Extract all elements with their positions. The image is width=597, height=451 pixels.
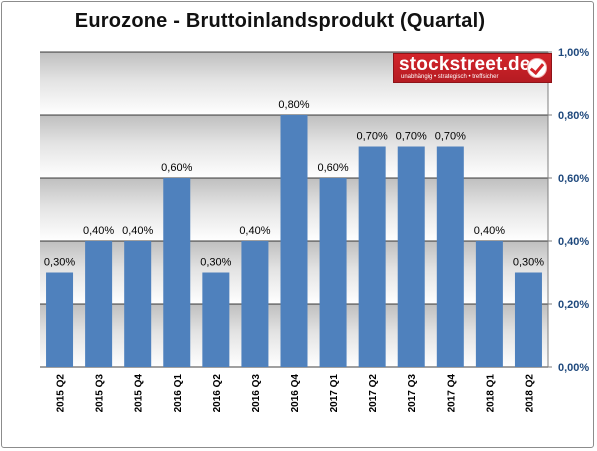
bar (163, 178, 191, 367)
x-tick-label: 2018 Q1 (485, 374, 496, 413)
data-label: 0,60% (161, 162, 192, 174)
chart-title: Eurozone - Bruttoinlandsprodukt (Quartal… (74, 10, 486, 32)
x-tick-label: 2016 Q2 (212, 374, 223, 413)
stockstreet-logo: stockstreet.de unabhängig • strategisch … (393, 53, 552, 83)
y-tick-label: 0,60% (558, 173, 589, 185)
bars (46, 115, 542, 367)
x-tick-label: 2016 Q3 (251, 374, 262, 413)
bar (436, 146, 464, 367)
x-tick-label: 2015 Q4 (134, 374, 145, 413)
bar (202, 272, 230, 367)
x-tick-label: 2016 Q4 (290, 374, 301, 413)
x-tick-label: 2015 Q2 (56, 374, 67, 413)
data-label: 0,70% (435, 131, 466, 143)
data-label: 0,40% (239, 225, 270, 237)
data-label: 0,70% (396, 131, 427, 143)
data-label: 0,70% (357, 131, 388, 143)
data-label: 0,40% (122, 225, 153, 237)
bar (319, 178, 347, 367)
x-tick-label: 2017 Q4 (446, 374, 457, 413)
y-tick-label: 0,80% (558, 110, 589, 122)
bar (280, 115, 308, 367)
y-tick-label: 1,00% (558, 47, 589, 59)
x-tick-label: 2015 Q3 (95, 374, 106, 413)
bar (46, 272, 74, 367)
y-axis-ticks: 0,00% 0,20% 0,40% 0,60% 0,80% 1,00% (558, 47, 589, 374)
data-label: 0,30% (200, 257, 231, 269)
logo-tagline: unabhängig • strategisch • treffsicher (401, 74, 499, 80)
data-label: 0,60% (317, 162, 348, 174)
checkmark-icon (527, 58, 547, 78)
data-label: 0,80% (278, 99, 309, 111)
bar (514, 272, 542, 367)
bar (85, 241, 113, 367)
bar (241, 241, 269, 367)
y-tick-label: 0,20% (558, 299, 589, 311)
y-tick-label: 0,40% (558, 236, 589, 248)
x-axis-ticks: 2015 Q2 2015 Q3 2015 Q4 2016 Q1 2016 Q2 2016 … (56, 374, 536, 413)
logo-name: stockstreet.de (399, 54, 531, 75)
data-label: 0,40% (474, 225, 505, 237)
x-tick-label: 2017 Q3 (407, 374, 418, 413)
x-tick-label: 2016 Q1 (173, 374, 184, 413)
bar (358, 146, 386, 367)
data-label: 0,30% (513, 257, 544, 269)
data-label: 0,30% (44, 257, 75, 269)
bar (475, 241, 503, 367)
x-tick-label: 2017 Q1 (329, 374, 340, 413)
y-tick-label: 0,00% (558, 362, 589, 374)
x-tick-label: 2017 Q2 (368, 374, 379, 413)
x-tick-label: 2018 Q2 (524, 374, 535, 413)
bar (124, 241, 152, 367)
data-label: 0,40% (83, 225, 114, 237)
data-labels: 0,30% 0,40% 0,40% 0,60% 0,30% 0,40% 0,80% 0,60%… (44, 99, 544, 269)
bar (397, 146, 425, 367)
